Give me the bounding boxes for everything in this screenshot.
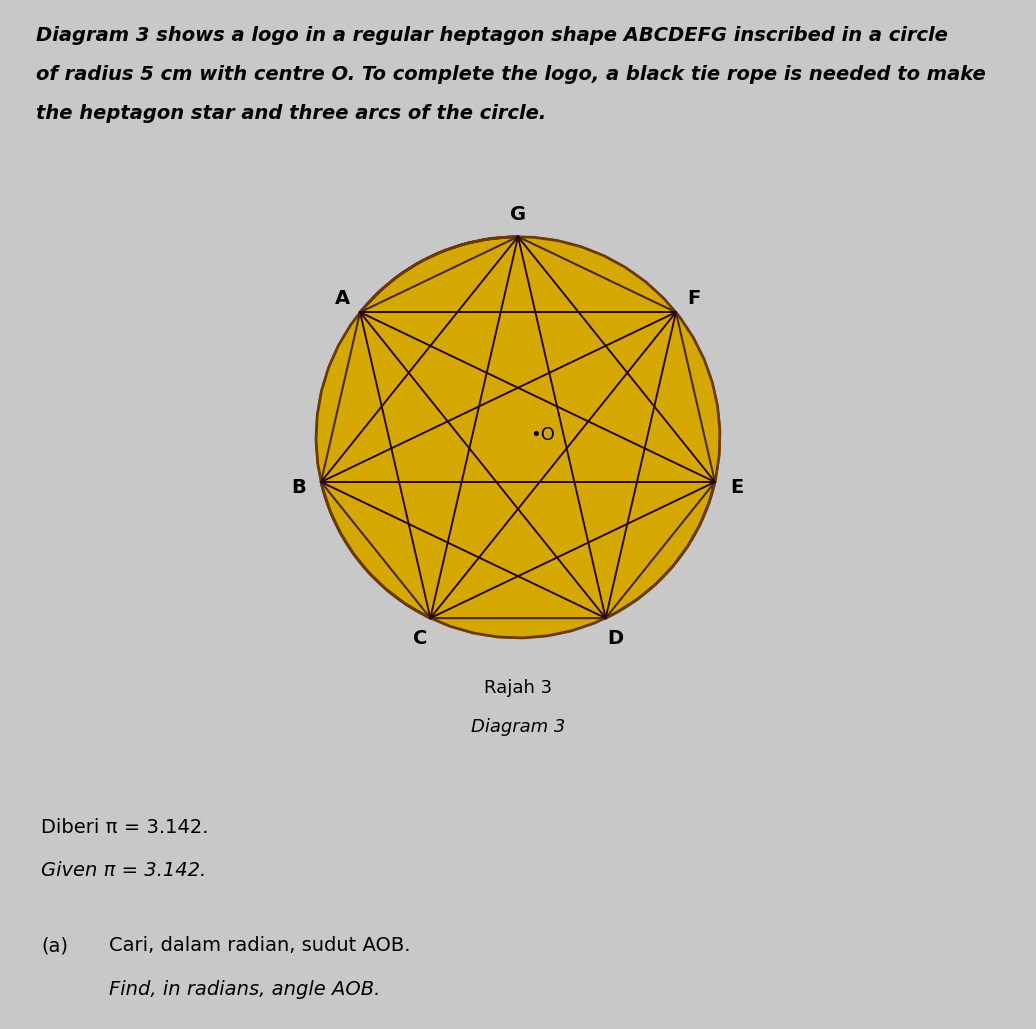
- Text: Diberi π = 3.142.: Diberi π = 3.142.: [41, 818, 209, 837]
- Polygon shape: [606, 482, 715, 618]
- Text: Find, in radians, angle AOB.: Find, in radians, angle AOB.: [109, 980, 380, 998]
- Text: •O: •O: [530, 426, 555, 445]
- Text: E: E: [730, 477, 744, 497]
- Polygon shape: [321, 237, 715, 618]
- Text: A: A: [335, 288, 350, 308]
- Polygon shape: [321, 482, 430, 618]
- Text: D: D: [607, 629, 624, 648]
- Text: the heptagon star and three arcs of the circle.: the heptagon star and three arcs of the …: [36, 104, 547, 122]
- Text: Cari, dalam radian, sudut AOB.: Cari, dalam radian, sudut AOB.: [109, 936, 410, 955]
- Text: (a): (a): [41, 936, 68, 955]
- Text: Rajah 3: Rajah 3: [484, 679, 552, 697]
- Text: Diagram 3 shows a logo in a regular heptagon shape ABCDEFG inscribed in a circle: Diagram 3 shows a logo in a regular hept…: [36, 26, 948, 44]
- Text: B: B: [291, 477, 307, 497]
- Text: Given π = 3.142.: Given π = 3.142.: [41, 861, 207, 880]
- Text: C: C: [413, 629, 428, 648]
- Polygon shape: [316, 237, 720, 638]
- Text: F: F: [687, 288, 700, 308]
- Text: of radius 5 cm with centre O. To complete the logo, a black tie rope is needed t: of radius 5 cm with centre O. To complet…: [36, 65, 986, 83]
- Text: Diagram 3: Diagram 3: [470, 718, 566, 736]
- Text: G: G: [510, 205, 526, 223]
